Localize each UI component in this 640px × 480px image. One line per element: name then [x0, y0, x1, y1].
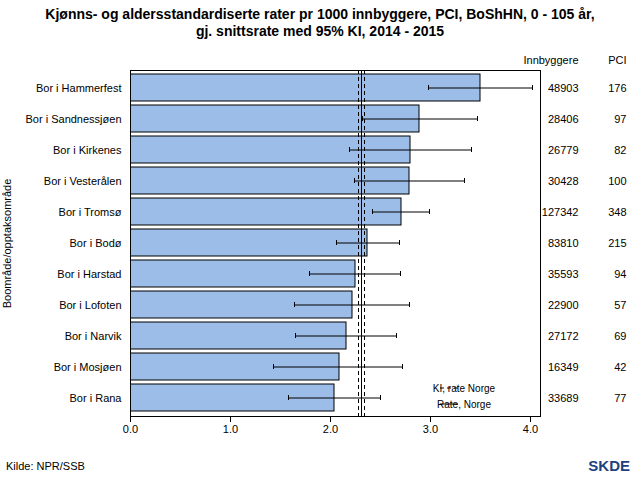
svg-text:Bor i Sandnessjøen: Bor i Sandnessjøen: [26, 113, 122, 125]
html-text:SKDE: SKDE: [588, 457, 630, 474]
svg-text:Boområde/opptaksområde: Boområde/opptaksområde: [1, 179, 13, 309]
svg-text:1.0: 1.0: [223, 423, 238, 435]
svg-text:28406: 28406: [548, 113, 579, 125]
svg-text:Bor i Harstad: Bor i Harstad: [57, 268, 121, 280]
svg-text:Bor i Narvik: Bor i Narvik: [65, 330, 122, 342]
svg-text:27172: 27172: [548, 330, 579, 342]
svg-text:127342: 127342: [542, 206, 579, 218]
svg-text:57: 57: [614, 299, 626, 311]
svg-text:2.0: 2.0: [323, 423, 338, 435]
svg-text:82: 82: [614, 144, 626, 156]
svg-text:Bor i Rana: Bor i Rana: [70, 392, 123, 404]
svg-text:176: 176: [608, 82, 626, 94]
svg-text:48903: 48903: [548, 82, 579, 94]
svg-text:Bor i Kirkenes: Bor i Kirkenes: [53, 144, 122, 156]
svg-text:3.0: 3.0: [423, 423, 438, 435]
svg-text:100: 100: [608, 175, 626, 187]
svg-text:42: 42: [614, 361, 626, 373]
svg-text:Bor i Vesterålen: Bor i Vesterålen: [44, 175, 122, 187]
svg-text:77: 77: [614, 392, 626, 404]
svg-text:30428: 30428: [548, 175, 579, 187]
svg-text:PCI: PCI: [608, 54, 626, 66]
svg-text:KI, rate Norge: KI, rate Norge: [433, 383, 496, 394]
svg-text:Bor i Hammerfest: Bor i Hammerfest: [36, 82, 122, 94]
svg-text:22900: 22900: [548, 299, 579, 311]
svg-text:215: 215: [608, 237, 626, 249]
html-text:Kjønns- og aldersstandardisert: Kjønns- og aldersstandardiserte rater pr…: [45, 6, 595, 39]
svg-text:Innbyggere: Innbyggere: [523, 54, 578, 66]
svg-text:0.0: 0.0: [123, 423, 138, 435]
svg-text:Bor i Bodø: Bor i Bodø: [70, 237, 122, 249]
svg-text:Rate, Norge: Rate, Norge: [437, 399, 491, 410]
svg-text:83810: 83810: [548, 237, 579, 249]
svg-text:97: 97: [614, 113, 626, 125]
svg-text:348: 348: [608, 206, 626, 218]
svg-text:33689: 33689: [548, 392, 579, 404]
svg-text:Bor i Tromsø: Bor i Tromsø: [59, 206, 122, 218]
svg-text:26779: 26779: [548, 144, 579, 156]
svg-text:35593: 35593: [548, 268, 579, 280]
svg-text:Bor i Mosjøen: Bor i Mosjøen: [54, 361, 122, 373]
svg-text:94: 94: [614, 268, 626, 280]
svg-text:Bor i Lofoten: Bor i Lofoten: [59, 299, 121, 311]
svg-text:4.0: 4.0: [523, 423, 538, 435]
svg-text:16349: 16349: [548, 361, 579, 373]
html-text:Kilde: NPR/SSB: Kilde: NPR/SSB: [6, 460, 85, 472]
svg-text:69: 69: [614, 330, 626, 342]
